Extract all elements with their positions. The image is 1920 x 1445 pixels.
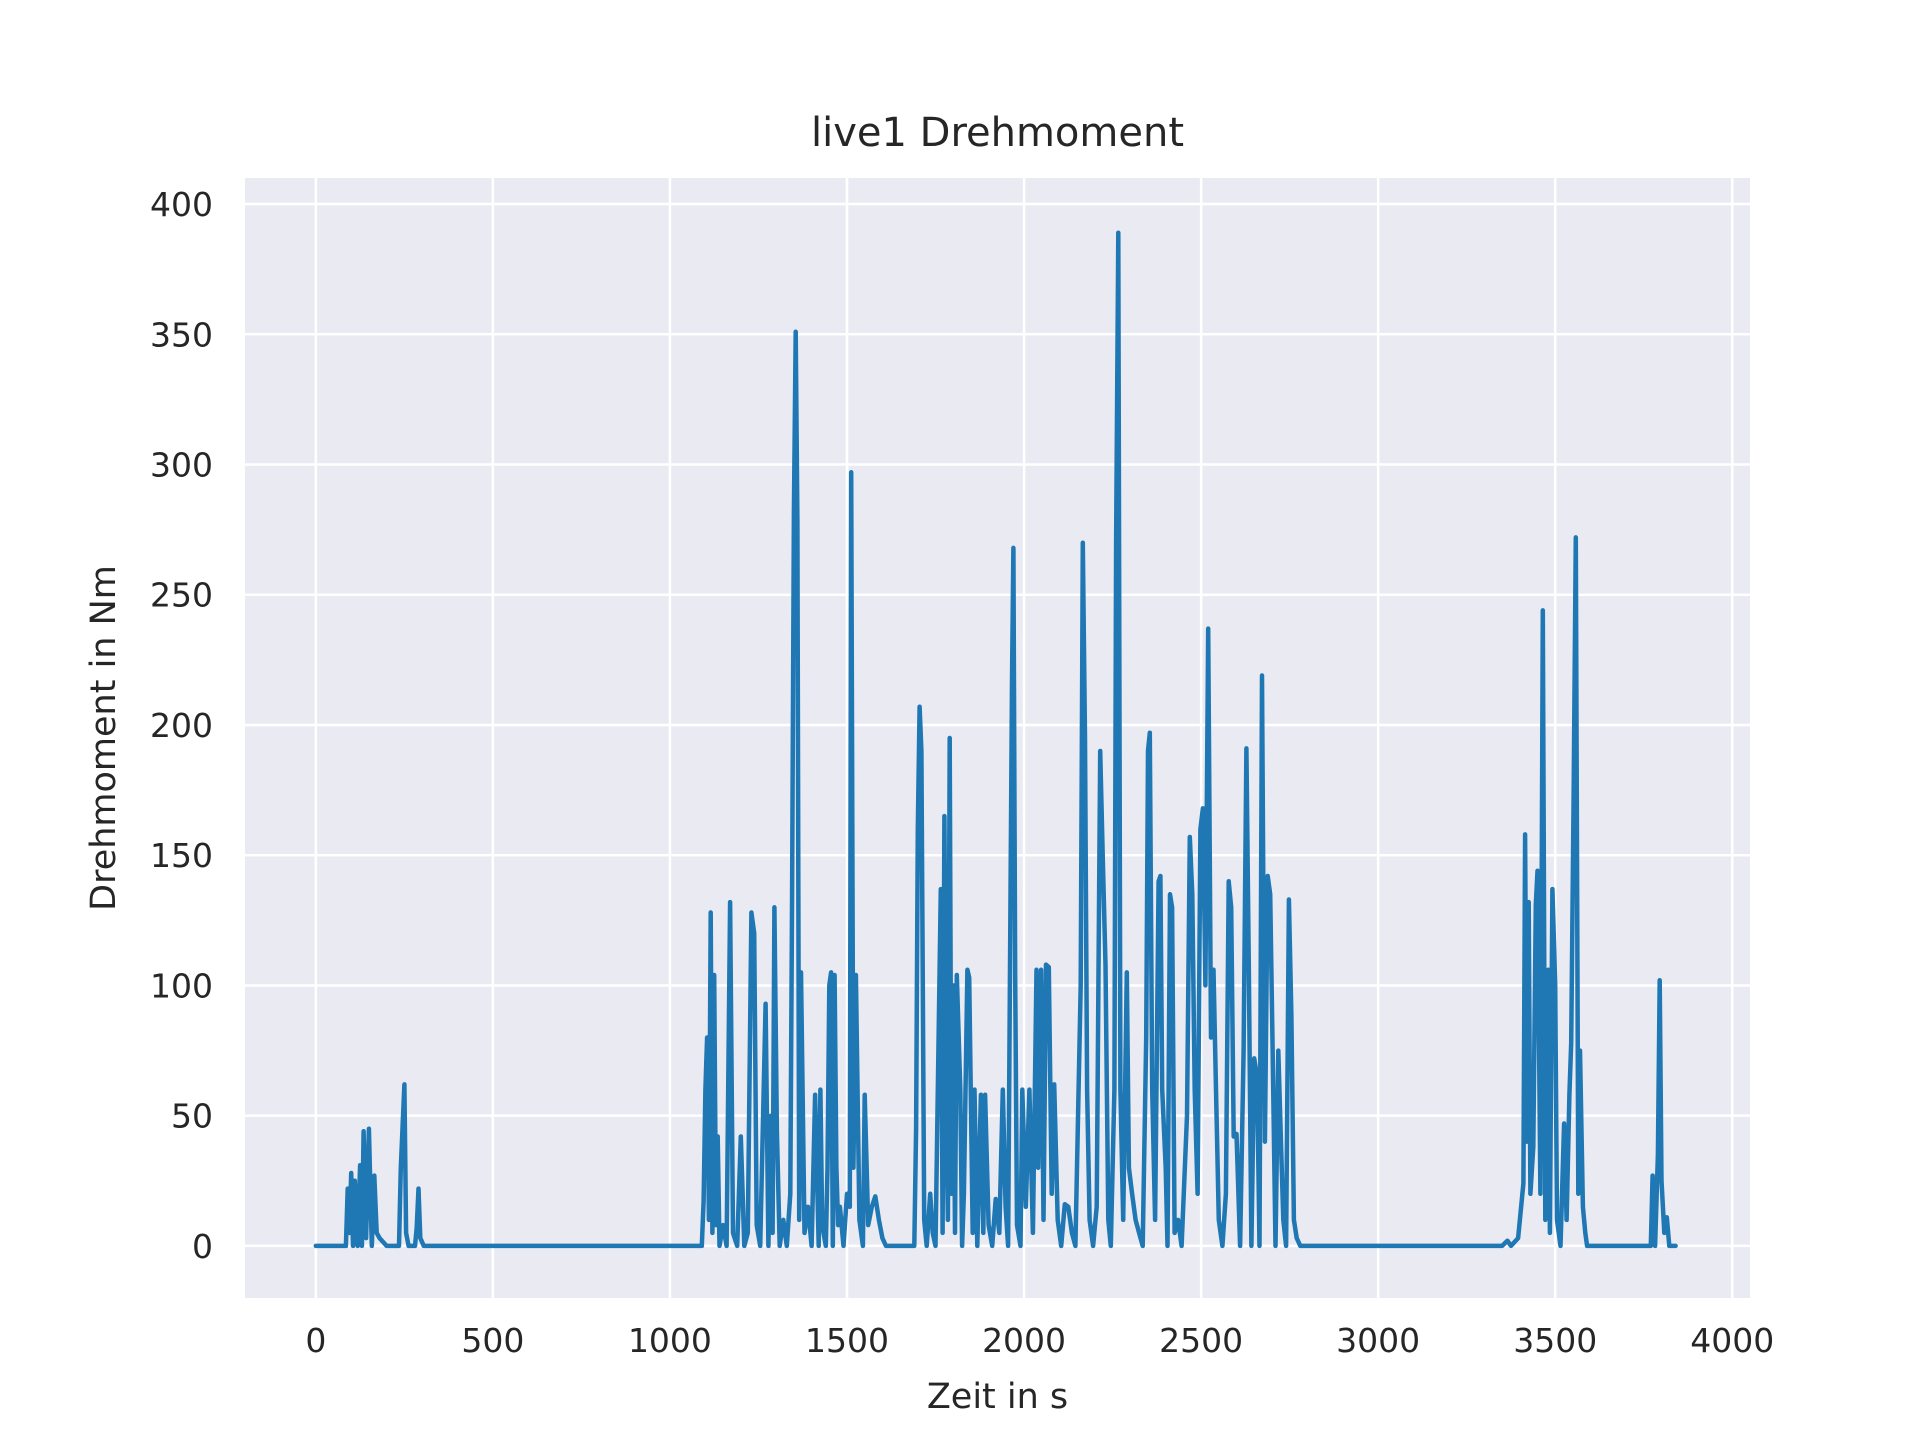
- y-tick-label: 300: [150, 446, 213, 485]
- y-tick-label: 200: [150, 706, 213, 745]
- y-tick-label: 100: [150, 966, 213, 1005]
- x-tick-label: 1500: [805, 1321, 889, 1360]
- x-tick-label: 1000: [628, 1321, 712, 1360]
- y-tick-label: 0: [192, 1227, 213, 1266]
- x-tick-label: 0: [305, 1321, 326, 1360]
- x-tick-label: 3500: [1513, 1321, 1597, 1360]
- series-layer: [313, 230, 1678, 1249]
- series-line-0: [313, 230, 1678, 1249]
- y-tick-label: 150: [150, 836, 213, 875]
- y-tick-label: 250: [150, 576, 213, 615]
- chart-title: live1 Drehmoment: [811, 110, 1184, 156]
- x-tick-label: 500: [461, 1321, 524, 1360]
- x-tick-label: 2000: [982, 1321, 1066, 1360]
- x-tick-label: 2500: [1159, 1321, 1243, 1360]
- y-axis-label: Drehmoment in Nm: [84, 565, 124, 911]
- y-tick-label: 400: [150, 185, 213, 224]
- y-tick-label: 350: [150, 315, 213, 354]
- x-axis-label: Zeit in s: [927, 1377, 1068, 1417]
- plot-area-background: [245, 178, 1750, 1298]
- x-tick-label: 3000: [1336, 1321, 1420, 1360]
- y-tick-label: 50: [171, 1097, 213, 1136]
- tick-labels: 0 500 1000 1500 2000 2500 3000 3500 4000 0 50 100 15…: [150, 185, 1774, 1360]
- x-tick-label: 4000: [1690, 1321, 1774, 1360]
